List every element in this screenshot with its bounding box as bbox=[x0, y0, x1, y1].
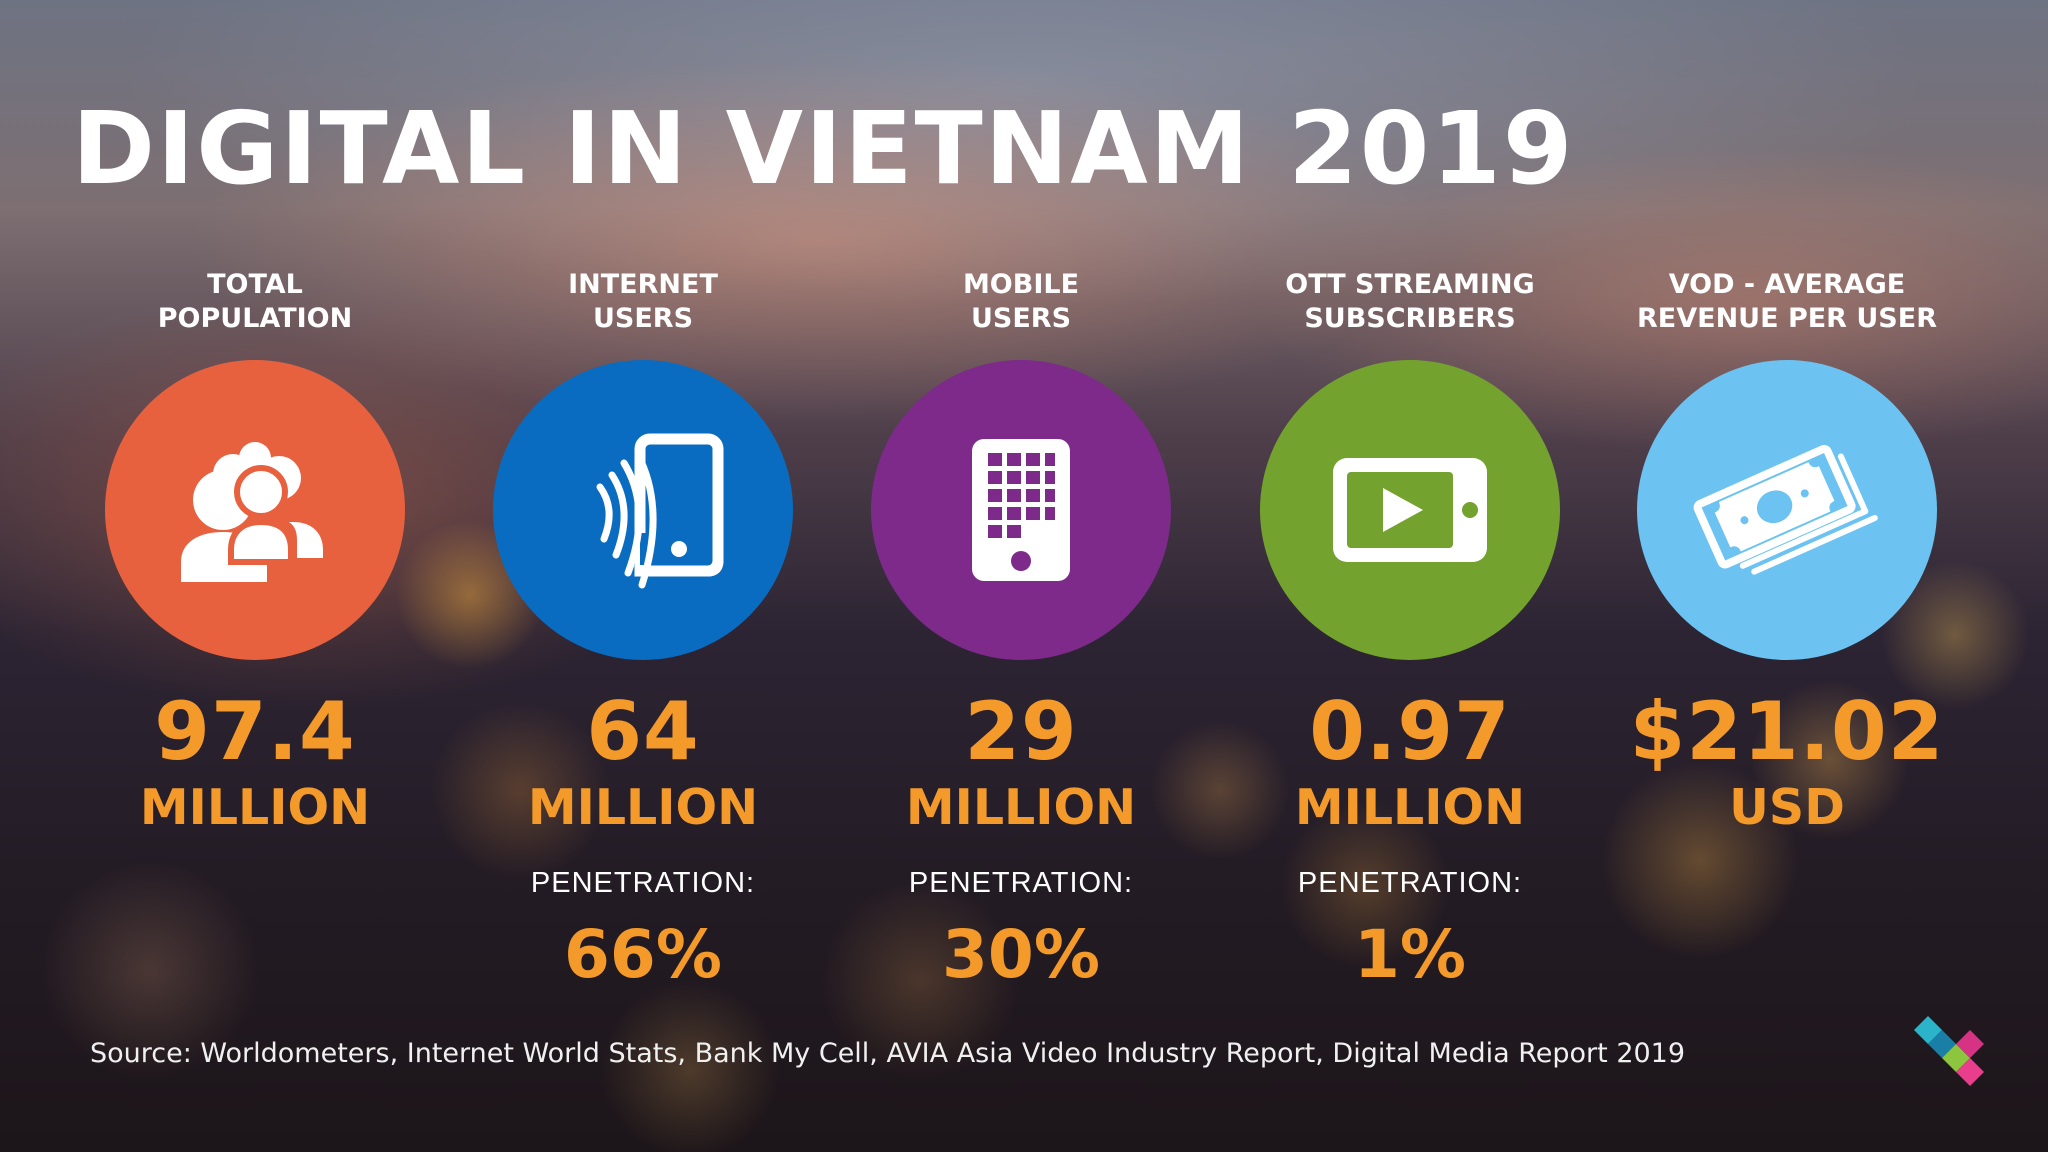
mobile-phone-icon bbox=[972, 439, 1070, 581]
stat-unit: MILLION bbox=[905, 779, 1137, 836]
stat-value: 0.97 bbox=[1309, 685, 1511, 778]
stat-label-line: TOTAL bbox=[207, 269, 303, 300]
stat-total-population: TOTAL POPULATION 97.4 MILLION bbox=[75, 268, 435, 836]
stat-label-line: INTERNET bbox=[568, 269, 718, 300]
stat-label-line: MOBILE bbox=[962, 269, 1080, 300]
penetration-label: PENETRATION: bbox=[908, 867, 1134, 899]
cube-logo-icon bbox=[1914, 1016, 1984, 1086]
stat-label: VOD - AVERAGE REVENUE PER USER bbox=[1607, 268, 1967, 344]
stat-value: $21.02 bbox=[1629, 685, 1945, 778]
stat-label-line: USERS bbox=[592, 303, 694, 334]
stat-value: 29 bbox=[964, 685, 1078, 778]
stat-label-line: OTT STREAMING bbox=[1285, 269, 1535, 300]
penetration-value: 1% bbox=[1353, 916, 1467, 993]
penetration-label: PENETRATION: bbox=[1297, 867, 1523, 899]
stat-circle bbox=[493, 360, 793, 660]
stat-unit: MILLION bbox=[1294, 779, 1526, 836]
stat-mobile-users: MOBILE USERS 29 MILLION PENETRATION: 30% bbox=[841, 268, 1201, 990]
video-play-icon bbox=[1333, 458, 1487, 562]
stat-internet-users: INTERNET USERS 64 MILLION PENETRATION: 6… bbox=[463, 268, 823, 990]
stat-label-line: SUBSCRIBERS bbox=[1304, 303, 1516, 334]
stat-circle bbox=[105, 360, 405, 660]
stat-label: INTERNET USERS bbox=[463, 268, 823, 344]
stat-circle bbox=[871, 360, 1171, 660]
stat-label-line: REVENUE PER USER bbox=[1637, 303, 1937, 334]
people-group-icon bbox=[181, 442, 323, 582]
stat-label: OTT STREAMING SUBSCRIBERS bbox=[1230, 268, 1590, 344]
penetration-label: PENETRATION: bbox=[530, 867, 756, 899]
stat-label: TOTAL POPULATION bbox=[75, 268, 435, 344]
phone-signal-icon bbox=[596, 433, 724, 589]
stat-vod-arpu: VOD - AVERAGE REVENUE PER USER $21.02 US… bbox=[1607, 268, 1967, 836]
stat-ott-subscribers: OTT STREAMING SUBSCRIBERS 0.97 MILLION P… bbox=[1230, 268, 1590, 990]
page-title: DIGITAL IN VIETNAM 2019 bbox=[72, 90, 1575, 207]
stat-label: MOBILE USERS bbox=[841, 268, 1201, 344]
stat-circle bbox=[1260, 360, 1560, 660]
stat-label-line: VOD - AVERAGE bbox=[1668, 269, 1906, 300]
stat-label-line: USERS bbox=[970, 303, 1072, 334]
stat-value: 64 bbox=[586, 685, 700, 778]
money-stack-icon bbox=[1693, 445, 1878, 575]
penetration-value: 66% bbox=[564, 916, 722, 993]
source-note: Source: Worldometers, Internet World Sta… bbox=[90, 1038, 1686, 1069]
stat-circle bbox=[1637, 360, 1937, 660]
stat-unit: MILLION bbox=[527, 779, 759, 836]
stat-value: 97.4 bbox=[154, 685, 356, 778]
penetration-value: 30% bbox=[942, 916, 1100, 993]
stat-unit: MILLION bbox=[139, 779, 371, 836]
stat-unit: USD bbox=[1729, 779, 1845, 836]
stat-label-line: POPULATION bbox=[157, 303, 353, 334]
